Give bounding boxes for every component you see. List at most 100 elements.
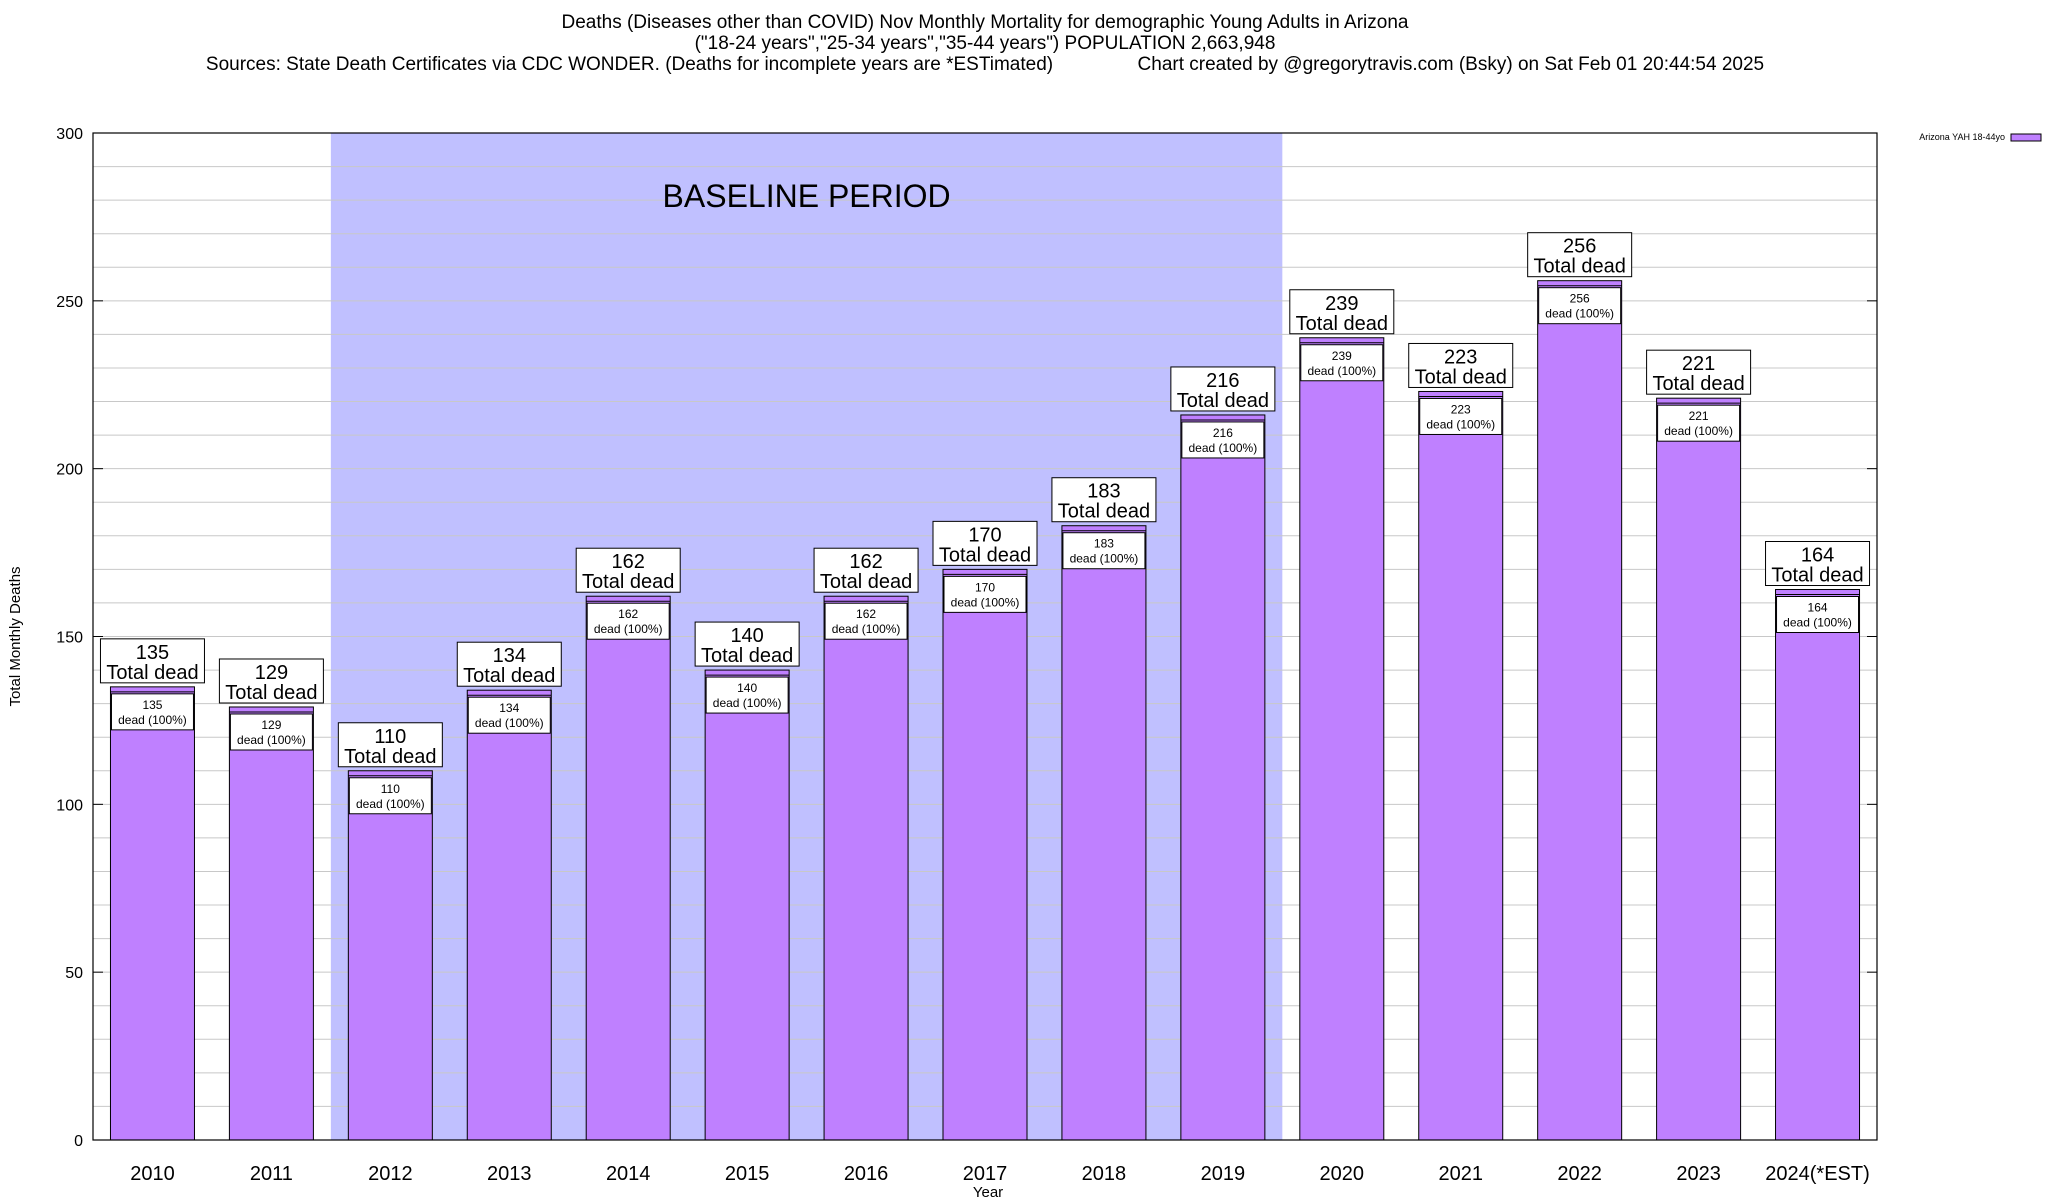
bar	[1061, 525, 1147, 1141]
baseline-period-label: BASELINE PERIOD	[663, 178, 951, 214]
bar-inner-label: dead (100%)	[356, 797, 425, 811]
bar-total-label: Total dead	[463, 665, 555, 687]
chart-title: Deaths (Diseases other than COVID) Nov M…	[561, 12, 1409, 33]
x-tick-label: 2021	[1438, 1163, 1483, 1185]
bar-inner-value: 162	[856, 607, 876, 621]
bar-inner-label-box	[824, 602, 908, 640]
legend-swatch	[2010, 133, 2042, 142]
bar	[1656, 397, 1742, 1141]
bar-inner-label: dead (100%)	[237, 733, 306, 747]
bar-inner-label: dead (100%)	[118, 713, 187, 727]
bar-inner-label: dead (100%)	[1070, 552, 1139, 566]
y-tick-label: 200	[56, 462, 83, 479]
bar-inner-label: dead (100%)	[594, 622, 663, 636]
y-tick-label: 100	[56, 797, 83, 814]
x-tick-label: 2022	[1557, 1163, 1602, 1185]
y-tick-label: 150	[56, 630, 83, 647]
bar-inner-label: dead (100%)	[1307, 364, 1376, 378]
bar	[466, 689, 552, 1141]
y-tick-label: 250	[56, 294, 83, 311]
bar-inner-label-box	[1538, 287, 1622, 325]
bar-total-label-box	[1527, 232, 1633, 278]
bar-total-value: 110	[374, 726, 406, 748]
y-axis-label: Total Monthly Deaths	[7, 566, 24, 706]
bar-total-value: 140	[730, 625, 763, 647]
chart-subtitle: ("18-24 years","25-34 years","35-44 year…	[694, 33, 1276, 54]
bar-total-value: 129	[255, 662, 288, 684]
bar-inner-value: 135	[142, 698, 162, 712]
bar-inner-label-box	[1181, 421, 1265, 459]
bar-total-label: Total dead	[1177, 390, 1269, 412]
bar-inner-label-box	[1062, 532, 1146, 570]
bar-total-label: Total dead	[820, 571, 912, 593]
bar-inner-label: dead (100%)	[1664, 424, 1733, 438]
bar-total-value: 162	[849, 551, 882, 573]
bar-total-value: 216	[1206, 370, 1239, 392]
bar-total-label-box	[99, 638, 205, 684]
bar-total-label: Total dead	[1652, 373, 1744, 395]
x-tick-label: 2012	[368, 1163, 413, 1185]
x-tick-label: 2024(*EST)	[1765, 1163, 1870, 1185]
bar-inner-label-box	[1300, 344, 1384, 382]
bar-inner-value: 239	[1332, 349, 1352, 363]
bar-total-value: 239	[1325, 293, 1358, 315]
bar	[1299, 337, 1385, 1141]
bar	[1537, 280, 1623, 1141]
bar-total-label-box	[1051, 477, 1157, 523]
bar	[1418, 390, 1504, 1141]
bar-total-label-box	[932, 520, 1038, 566]
x-tick-label: 2020	[1320, 1163, 1365, 1185]
bar-total-value: 134	[493, 645, 526, 667]
bar-total-label: Total dead	[939, 544, 1031, 566]
bar-total-value: 162	[612, 551, 645, 573]
bar-inner-value: 162	[618, 607, 638, 621]
bar-total-label-box	[1289, 289, 1395, 335]
bar-inner-label-box	[1419, 397, 1503, 435]
bar-inner-label-box	[705, 676, 789, 714]
x-tick-label: 2016	[844, 1163, 889, 1185]
bar-inner-value: 134	[499, 701, 519, 715]
bar-total-value: 135	[136, 642, 169, 664]
bar-total-label-box	[1170, 366, 1276, 412]
bar-inner-value: 129	[261, 718, 281, 732]
x-tick-label: 2014	[606, 1163, 651, 1185]
bar-total-label-box	[1646, 349, 1752, 395]
bar-inner-label: dead (100%)	[1426, 417, 1495, 431]
bar-inner-label-box	[1776, 596, 1860, 634]
bar-inner-value: 164	[1808, 601, 1828, 615]
bar	[1180, 414, 1266, 1141]
bar-total-label-box	[694, 621, 800, 667]
bar	[1775, 589, 1861, 1141]
bar-total-label: Total dead	[1415, 366, 1507, 388]
bar-inner-label-box	[586, 602, 670, 640]
chart-title-block: Deaths (Diseases other than COVID) Nov M…	[0, 12, 1970, 75]
bar-total-label-box	[456, 641, 562, 687]
bar-total-label-box	[337, 722, 443, 768]
bar-inner-label-box	[467, 696, 551, 734]
bar-inner-label-box	[229, 713, 313, 751]
bar-total-label: Total dead	[1534, 256, 1626, 278]
bar-total-value: 223	[1444, 346, 1477, 368]
bar-total-label-box	[1408, 342, 1514, 388]
bar-total-label-box	[813, 547, 919, 593]
x-tick-label: 2011	[250, 1163, 293, 1185]
bar-inner-label: dead (100%)	[1783, 616, 1852, 630]
bar-inner-value: 223	[1451, 402, 1471, 416]
x-tick-label: 2010	[130, 1163, 175, 1185]
bar-inner-label-box	[1657, 404, 1741, 442]
bar	[228, 706, 314, 1141]
bar	[109, 686, 195, 1141]
bar-inner-label-box	[943, 575, 1027, 613]
bar-inner-label-box	[110, 693, 194, 731]
bar-total-label: Total dead	[701, 645, 793, 667]
bar	[585, 595, 671, 1141]
plot-frame	[92, 132, 1878, 1141]
bar	[347, 770, 433, 1141]
bar	[704, 669, 790, 1141]
bar-inner-value: 256	[1570, 292, 1590, 306]
legend-label: Arizona YAH 18-44yo	[1919, 132, 2005, 142]
bar-total-label: Total dead	[1296, 313, 1388, 335]
bar-total-label: Total dead	[344, 746, 436, 768]
bar-total-value: 256	[1563, 236, 1596, 258]
